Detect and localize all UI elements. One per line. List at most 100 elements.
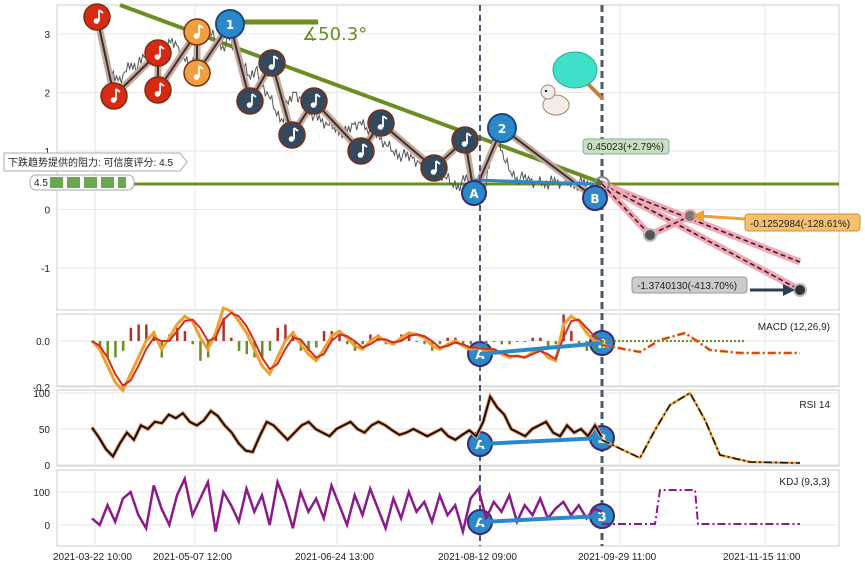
ab-segment-macd — [479, 341, 603, 356]
macd-bar — [650, 340, 652, 342]
macd-bar — [423, 341, 426, 345]
macd-bar — [690, 340, 692, 342]
music-note-icon — [183, 59, 211, 87]
macd-bar — [361, 341, 364, 345]
pattern-marker-b — [582, 185, 608, 211]
macd-bar — [284, 324, 287, 341]
music-note-head — [377, 124, 384, 130]
macd-bar — [508, 341, 511, 345]
kdj-title: KDJ (9,3,3) — [779, 477, 830, 488]
x-tick: 2021-05-07 12:00 — [153, 552, 232, 563]
projection-lower — [601, 183, 801, 291]
macd-bar — [738, 340, 740, 342]
music-note-glyph — [382, 115, 388, 127]
x-tick: 2021-03-22 10:00 — [53, 552, 132, 563]
music-note-glyph — [198, 24, 204, 36]
music-note-head — [154, 54, 161, 60]
macd-bar — [222, 317, 225, 341]
macd-bar — [682, 340, 684, 342]
macd-bar — [554, 341, 558, 345]
sub-y-tick: 50 — [39, 425, 51, 436]
music-note-head — [268, 64, 275, 70]
music-note-head — [93, 18, 100, 24]
price-y-tick: 0 — [44, 206, 50, 217]
ab-segment-price — [473, 178, 596, 186]
music-note-icon — [420, 154, 448, 182]
price-y-tick: -1 — [41, 264, 50, 275]
macd-bar — [622, 340, 624, 342]
last-price-box — [582, 138, 670, 155]
star-5-half-icon — [118, 177, 126, 188]
macd-bar — [702, 340, 704, 342]
price-y-tick: 3 — [44, 30, 50, 41]
music-note-head — [430, 169, 437, 175]
music-note-glyph — [466, 132, 472, 144]
music-note-glyph — [362, 143, 368, 155]
macd-bar — [407, 334, 411, 341]
music-note-icon — [278, 121, 306, 149]
macd-bar — [106, 341, 109, 358]
music-note-icon — [144, 39, 172, 67]
arrow-mid — [699, 214, 746, 221]
music-note-head — [110, 97, 117, 103]
ab-segment-kdj — [479, 514, 603, 524]
macd-bar — [646, 340, 648, 342]
x-tick: 2021-06-24 13:00 — [295, 552, 374, 563]
music-note-icon — [347, 137, 375, 165]
ab-segment-rsi — [479, 436, 603, 446]
music-note-glyph — [251, 93, 257, 105]
macd-bar — [315, 341, 318, 348]
macd-bar — [114, 341, 117, 358]
macd-bar — [199, 341, 202, 361]
rsi-line — [91, 394, 603, 459]
sub-y-tick: 0.0 — [36, 337, 50, 348]
rating-value: 4.5 — [34, 178, 48, 189]
music-note-icon — [183, 18, 211, 46]
macd-bar — [531, 337, 534, 341]
x-tick: 2021-08-12 09:00 — [438, 552, 517, 563]
mascot-icon — [540, 51, 605, 116]
target-mid-box — [744, 213, 861, 232]
music-note-glyph — [293, 127, 299, 139]
kdj-panel — [56, 469, 840, 547]
macd-bar — [438, 341, 442, 345]
star-4-icon — [101, 177, 114, 188]
sub-y-tick: 100 — [33, 389, 50, 400]
music-note-icon — [367, 109, 395, 137]
macd-bar — [710, 340, 712, 342]
music-note-head — [193, 74, 200, 80]
macd-bar — [237, 341, 241, 351]
macd-bar — [276, 327, 279, 341]
kdj-projection — [602, 489, 800, 525]
macd-bar — [618, 340, 620, 342]
pattern-marker-label: B — [590, 192, 599, 206]
macd-bar — [145, 324, 148, 341]
music-note-glyph — [115, 88, 121, 100]
music-note-icon — [144, 76, 172, 104]
macd-projection-signal — [601, 332, 800, 354]
macd-bar — [730, 340, 732, 342]
macd-bar — [291, 331, 295, 341]
projection-point-target — [793, 283, 807, 297]
music-note-head — [246, 102, 253, 108]
macd-bar — [485, 341, 488, 345]
music-note-icon — [83, 3, 111, 31]
macd-bar — [642, 340, 644, 342]
music-note-icon — [258, 49, 286, 77]
projection-point-low — [643, 228, 657, 242]
music-note-glyph — [315, 93, 321, 105]
macd-bar — [469, 341, 473, 345]
music-note-head — [461, 141, 468, 147]
wave-markers — [83, 3, 479, 182]
macd-bar — [369, 334, 372, 341]
music-note-head — [357, 152, 364, 158]
macd-bar — [666, 340, 668, 342]
sub-y-tick: 0 — [44, 461, 50, 472]
pattern-point-2 — [487, 113, 517, 143]
macd-bar — [718, 340, 720, 342]
star-2-icon — [67, 177, 80, 188]
macd-bar — [261, 341, 264, 358]
music-note-head — [193, 33, 200, 39]
target-low-box — [631, 276, 748, 294]
music-note-glyph — [159, 45, 165, 57]
